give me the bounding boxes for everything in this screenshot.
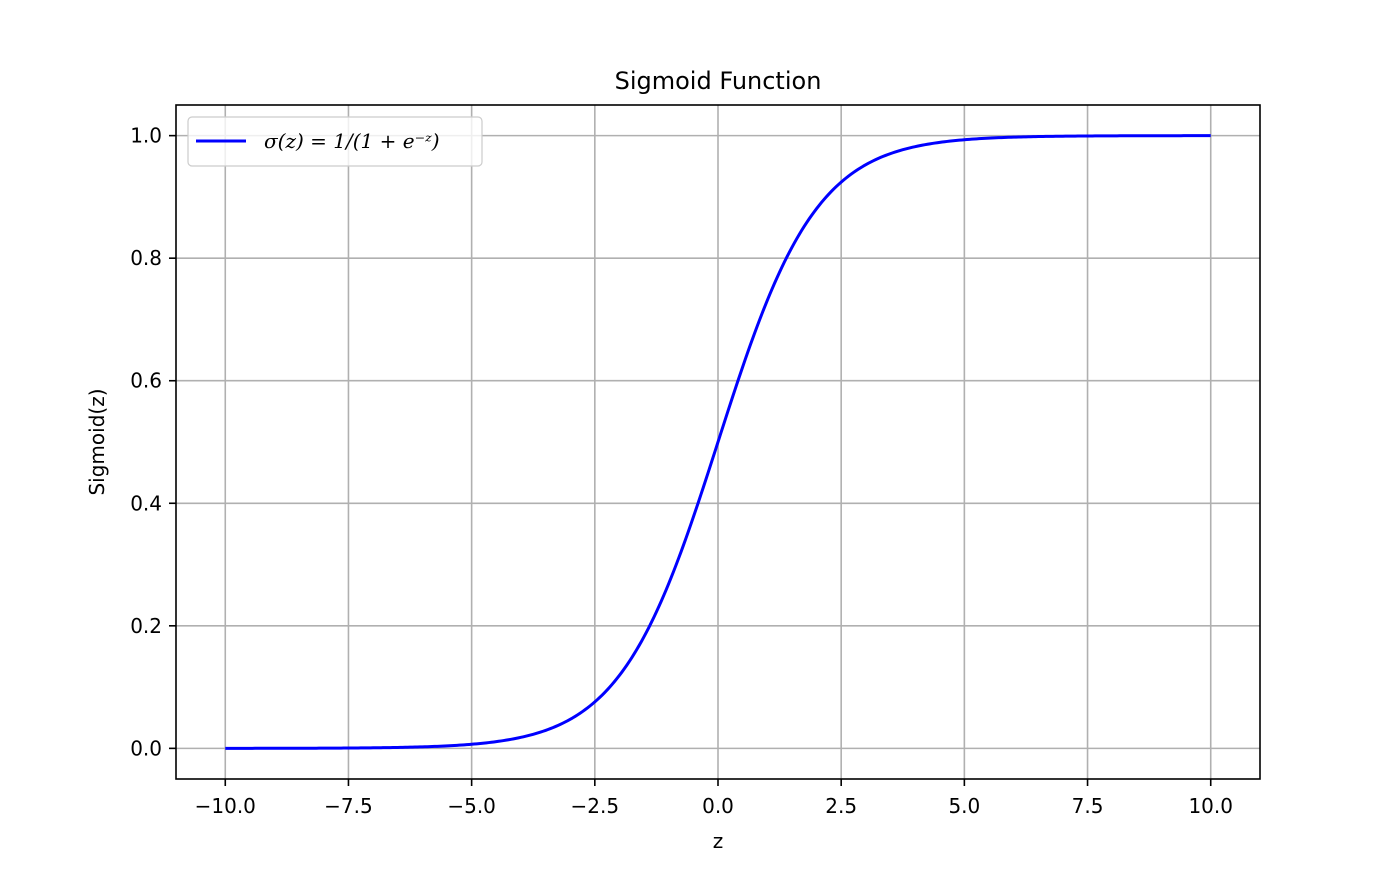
x-axis-title: z xyxy=(713,829,724,853)
legend-label: σ(z) = 1/(1 + e⁻ᶻ) xyxy=(264,129,440,153)
y-axis-title: Sigmoid(z) xyxy=(85,388,109,495)
x-tick-label: 5.0 xyxy=(948,794,980,818)
x-tick-label: −7.5 xyxy=(324,794,373,818)
axis-ticks: −10.0 −7.5 −5.0 −2.5 0.0 2.5 5.0 7.5 10.0 0.0 0.2 0… xyxy=(130,124,1233,818)
x-tick-label: −10.0 xyxy=(195,794,256,818)
legend-box xyxy=(187,116,483,167)
x-tick-label: 2.5 xyxy=(825,794,857,818)
x-tick-label: −5.0 xyxy=(447,794,496,818)
y-tick-label: 0.2 xyxy=(130,614,162,638)
grid-lines xyxy=(176,105,1260,779)
y-tick-label: 0.4 xyxy=(130,491,162,515)
y-tick-label: 0.8 xyxy=(130,246,162,270)
y-tick-label: 0.6 xyxy=(130,369,162,393)
sigmoid-curve xyxy=(225,134,1211,750)
chart-title: Sigmoid Function xyxy=(615,67,822,95)
y-tick-label: 1.0 xyxy=(130,124,162,148)
series-layer xyxy=(225,134,1211,750)
legend: σ(z) = 1/(1 + e⁻ᶻ) xyxy=(187,116,483,167)
y-tick-label: 0.0 xyxy=(130,736,162,760)
x-tick-label: 7.5 xyxy=(1072,794,1104,818)
x-tick-label: −2.5 xyxy=(571,794,620,818)
x-tick-label: 10.0 xyxy=(1188,794,1233,818)
x-tick-label: 0.0 xyxy=(702,794,734,818)
